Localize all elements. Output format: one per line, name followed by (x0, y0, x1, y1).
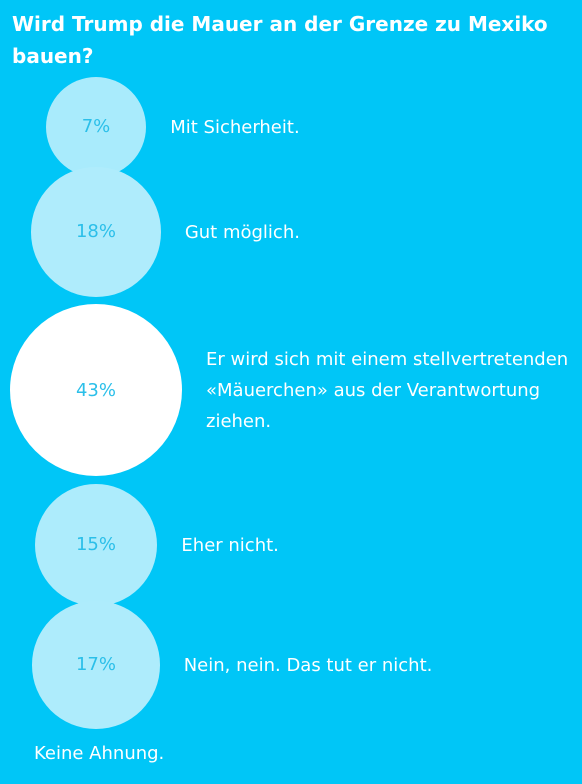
answer-bubble[interactable]: 15% (34, 483, 158, 607)
answer-label: Gut möglich. (184, 221, 300, 243)
answer-label: Eher nicht. (181, 534, 279, 556)
answer-label: Er wird sich mit einem stellvertretenden… (206, 348, 569, 432)
answer-label: Nein, nein. Das tut er nicht. (183, 654, 433, 676)
answer-label: Mit Sicherheit. (170, 116, 300, 138)
answer-bubble[interactable]: 18% (31, 167, 161, 297)
answer-bubble[interactable]: 43% (10, 304, 182, 476)
answer-label: Keine Ahnung. (34, 742, 165, 764)
answer-bubble[interactable]: 17% (32, 601, 160, 729)
answer-bubble[interactable]: 7% (45, 76, 147, 178)
poll-question-title: Wird Trump die Mauer an der Grenze zu Me… (12, 12, 548, 68)
